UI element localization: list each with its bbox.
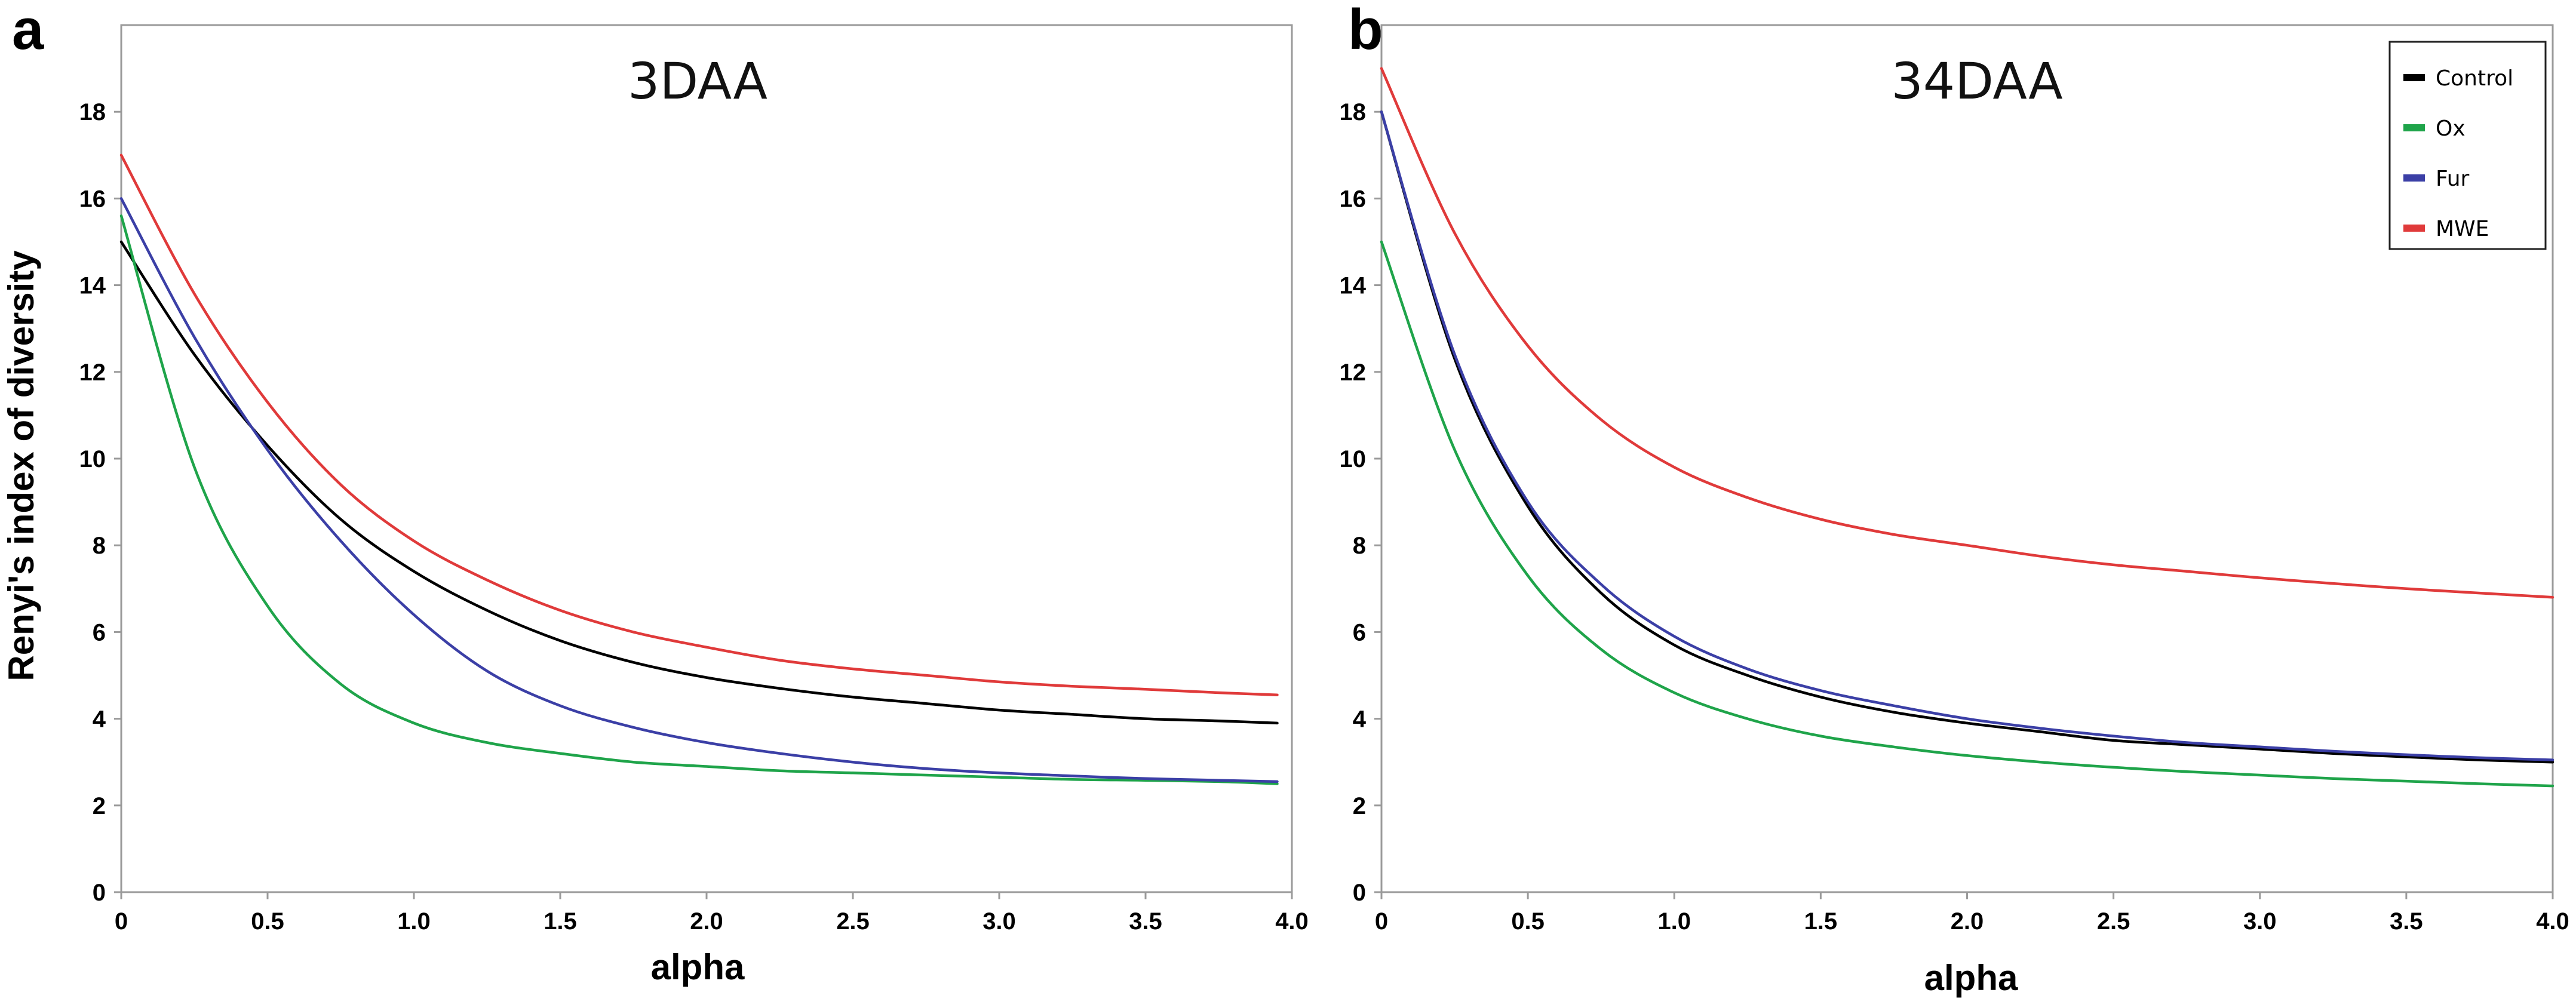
panel-b-ticks: 0 2 4 6 8 10 12 14 16 18 0 0.5 1.0 1.5 2.0 2.5 3.0 3.5 4.0 <box>1340 99 2569 935</box>
panel-b-series-ox <box>1380 240 2554 788</box>
legend-label-control: Control <box>2436 66 2513 91</box>
panel-b-series-fur <box>1380 110 2554 761</box>
panel-b-y-tick-label: 0 <box>1353 880 1366 906</box>
panel-a-y-tick-label: 16 <box>79 186 106 212</box>
panel-b-y-tick-label: 14 <box>1340 273 1367 299</box>
panel-a-plot-frame <box>120 24 1293 893</box>
panel-a-x-tick-label: 1.0 <box>397 908 431 935</box>
panel-b-series <box>1380 67 2554 788</box>
panel-b-y-tick-label: 18 <box>1340 99 1367 125</box>
panel-a-x-tick-label: 2.0 <box>690 908 723 935</box>
panel-a-series <box>119 153 1279 785</box>
panel-a-series-control <box>119 240 1279 725</box>
panel-b: b 34DAA 0 2 4 6 8 10 12 14 16 18 0 0.5 1.0 1.5 2.0 2.5 3… <box>1340 0 2569 998</box>
panel-a-x-tick-label: 0 <box>115 908 128 935</box>
panel-b-y-tick-label: 16 <box>1340 186 1367 212</box>
panel-a-y-tick-label: 18 <box>79 99 106 125</box>
panel-a-series-fur <box>119 197 1279 783</box>
panel-b-y-tick-label: 4 <box>1353 706 1367 733</box>
panel-a-y-tick-label: 14 <box>79 273 106 299</box>
panel-b-series-mwe <box>1380 67 2554 599</box>
panel-a-x-tick-label: 3.5 <box>1129 908 1162 935</box>
panel-b-x-tick-label: 1.0 <box>1657 908 1691 935</box>
panel-b-y-tick-label: 2 <box>1353 793 1366 819</box>
panel-b-x-tick-label: 2.5 <box>2097 908 2130 935</box>
panel-a-y-tick-label: 10 <box>79 446 106 472</box>
panel-a-y-tick-label: 4 <box>93 706 106 733</box>
panel-a-x-axis-label: alpha <box>651 947 745 987</box>
panel-a-x-tick-label: 1.5 <box>544 908 577 935</box>
panel-a-series-ox <box>119 214 1279 785</box>
legend-label-mwe: MWE <box>2436 217 2489 241</box>
panel-a-x-tick-label: 2.5 <box>836 908 870 935</box>
panel-a-y-tick-label: 12 <box>79 359 106 386</box>
panel-a-x-tick-label: 4.0 <box>1275 908 1309 935</box>
panel-b-x-tick-label: 0.5 <box>1511 908 1545 935</box>
panel-b-x-tick-label: 0 <box>1375 908 1388 935</box>
panel-b-x-axis-label: alpha <box>1924 958 2018 998</box>
panel-a-y-tick-label: 6 <box>93 619 106 646</box>
panel-a: a 3DAA 0 2 4 6 8 10 12 14 16 18 0 0.5 1.0 1.5 2.0 2.5 3.… <box>12 0 1309 987</box>
panel-b-x-tick-label: 3.5 <box>2390 908 2423 935</box>
legend-label-ox: Ox <box>2436 116 2466 141</box>
panel-b-y-tick-label: 12 <box>1340 359 1367 386</box>
panel-a-letter: a <box>12 0 44 62</box>
panel-a-ticks: 0 2 4 6 8 10 12 14 16 18 0 0.5 1.0 1.5 2.0 2.5 3.0 3.5 4.0 <box>79 99 1309 935</box>
panel-b-y-tick-label: 8 <box>1353 533 1366 559</box>
y-axis-label: Renyi's index of diversity <box>1 250 41 681</box>
legend: Control Ox Fur MWE <box>2388 41 2547 250</box>
panel-a-title: 3DAA <box>628 52 767 110</box>
panel-a-y-tick-label: 0 <box>93 880 106 906</box>
legend-label-fur: Fur <box>2436 167 2470 191</box>
panel-b-series-control <box>1380 110 2554 764</box>
panel-b-y-tick-label: 6 <box>1353 619 1366 646</box>
panel-a-y-tick-label: 2 <box>93 793 106 819</box>
panel-a-x-tick-label: 0.5 <box>251 908 284 935</box>
panel-b-x-tick-label: 2.0 <box>1951 908 1984 935</box>
panel-a-y-tick-label: 8 <box>93 533 106 559</box>
panel-b-x-tick-label: 1.5 <box>1804 908 1838 935</box>
panel-b-x-tick-label: 4.0 <box>2536 908 2569 935</box>
panel-b-letter: b <box>1348 0 1383 62</box>
panel-b-title: 34DAA <box>1891 52 2062 110</box>
panel-b-y-tick-label: 10 <box>1340 446 1367 472</box>
panel-b-x-tick-label: 3.0 <box>2243 908 2277 935</box>
legend-entries: Control Ox Fur MWE <box>2403 66 2513 241</box>
panel-a-x-tick-label: 3.0 <box>982 908 1016 935</box>
panel-a-series-mwe <box>119 153 1279 696</box>
panel-b-plot-frame <box>1380 24 2554 893</box>
